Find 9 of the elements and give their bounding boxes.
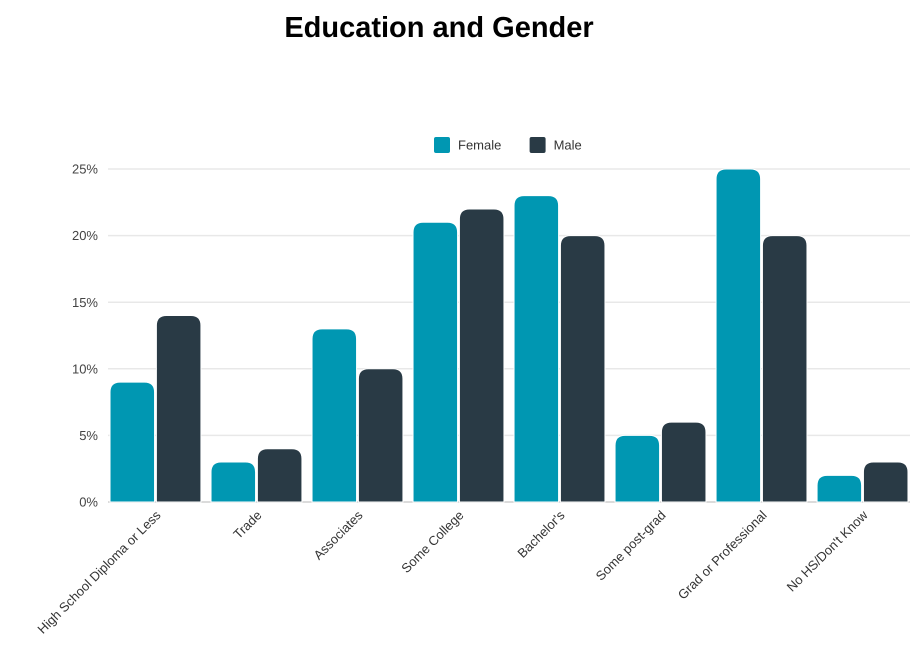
legend-label: Male (554, 138, 582, 153)
y-tick-label: 15% (72, 294, 98, 310)
legend-label: Female (458, 138, 502, 153)
y-tick-label: 0% (79, 494, 98, 510)
y-tick-label: 5% (79, 428, 98, 443)
y-tick-label: 10% (72, 361, 98, 376)
chart-title: Education and Gender (284, 12, 594, 44)
y-tick-label: 20% (72, 228, 98, 244)
y-tick-label: 25% (72, 162, 98, 177)
